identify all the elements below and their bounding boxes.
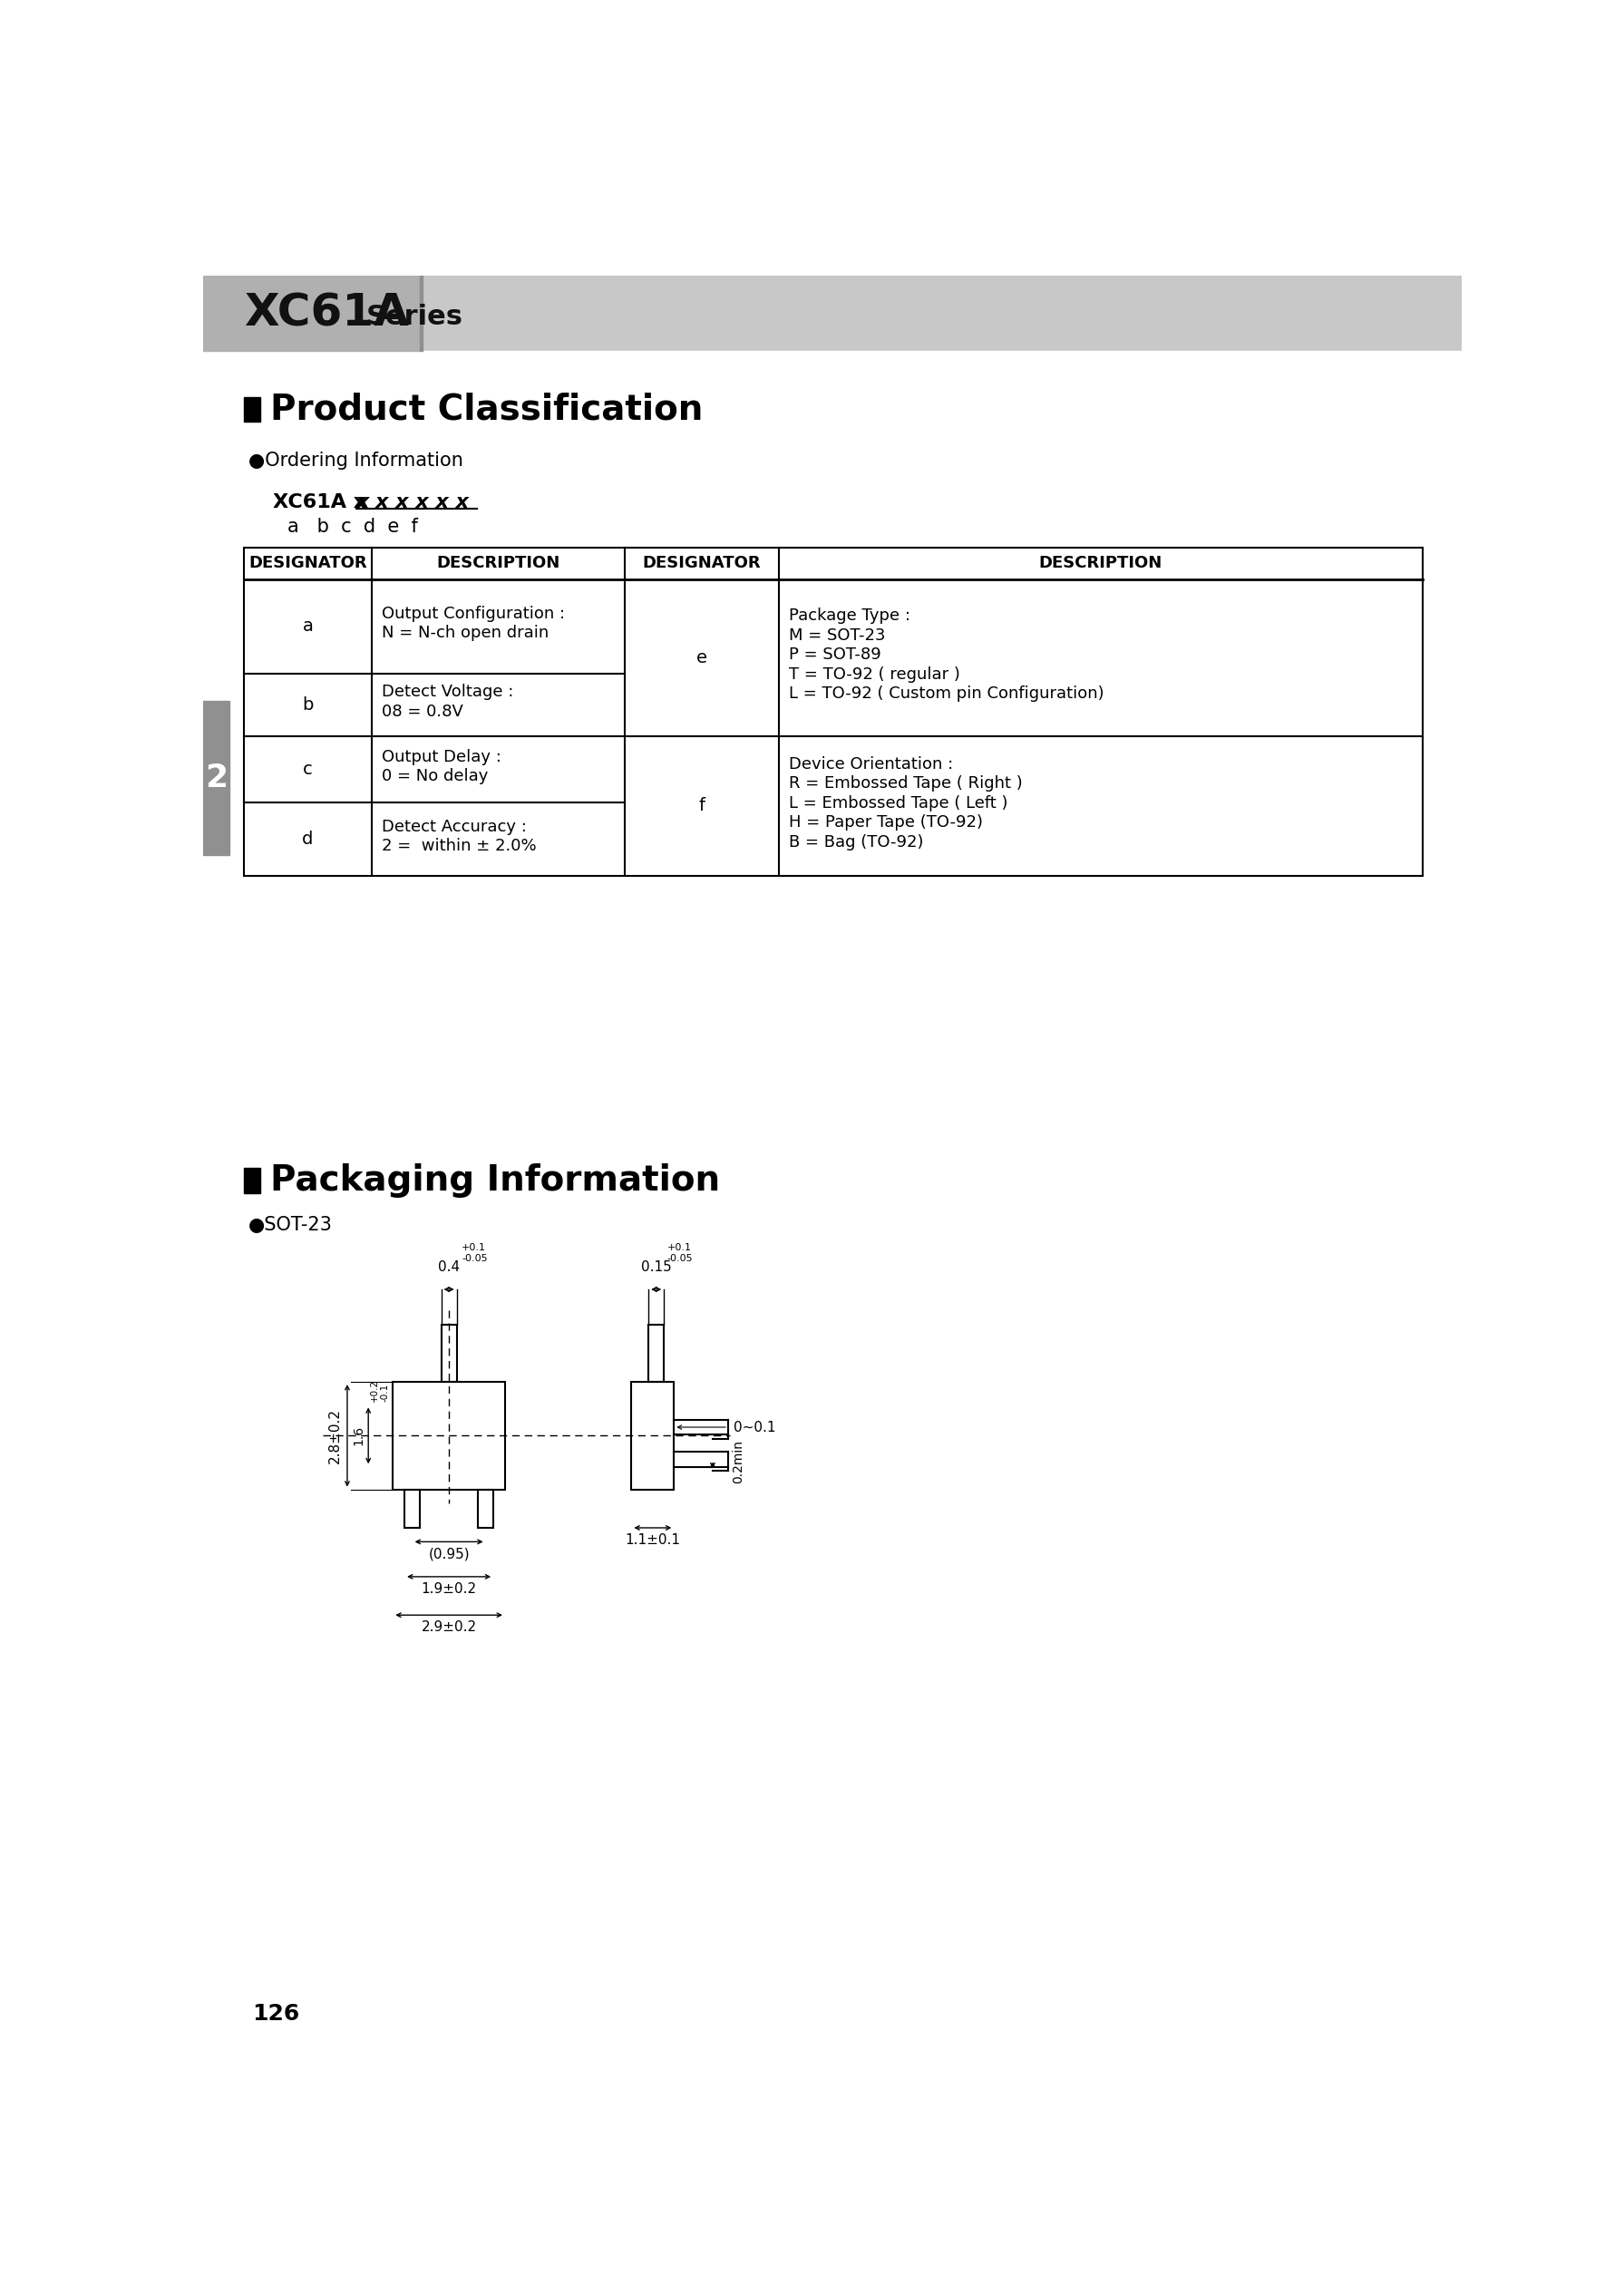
- Text: 08 = 0.8V: 08 = 0.8V: [382, 704, 463, 720]
- Text: XC61A: XC61A: [244, 291, 409, 335]
- Text: a: a: [302, 617, 313, 635]
- Text: Detect Voltage :: Detect Voltage :: [382, 684, 513, 700]
- Text: DESIGNATOR: DESIGNATOR: [643, 555, 762, 571]
- Text: N = N-ch open drain: N = N-ch open drain: [382, 624, 549, 642]
- Text: Product Classification: Product Classification: [270, 392, 703, 427]
- Bar: [393, 1381, 505, 1489]
- Text: Packaging Information: Packaging Information: [270, 1163, 719, 1197]
- Text: Output Delay :: Output Delay :: [382, 748, 502, 764]
- Text: 0 = No delay: 0 = No delay: [382, 768, 487, 785]
- Text: Detect Accuracy :: Detect Accuracy :: [382, 819, 526, 835]
- Text: 1.9±0.2: 1.9±0.2: [421, 1583, 477, 1597]
- Text: Package Type :: Package Type :: [789, 608, 911, 624]
- Bar: [442, 1324, 456, 1381]
- Text: Output Configuration :: Output Configuration :: [382, 606, 565, 622]
- Text: +0.1
-0.05: +0.1 -0.05: [461, 1243, 487, 1262]
- Text: x x x x x x: x x x x x x: [356, 493, 469, 512]
- Text: e: e: [697, 649, 708, 665]
- Text: 0.4: 0.4: [438, 1259, 460, 1273]
- Text: f: f: [698, 798, 705, 814]
- Bar: [419, 275, 422, 351]
- Bar: [203, 275, 1462, 351]
- Bar: [477, 1489, 494, 1528]
- Bar: [244, 548, 1423, 876]
- Text: (0.95): (0.95): [429, 1548, 469, 1560]
- Text: 2 =  within ± 2.0%: 2 = within ± 2.0%: [382, 837, 536, 853]
- Text: 1.1±0.1: 1.1±0.1: [625, 1532, 680, 1546]
- Bar: [203, 702, 229, 856]
- Text: B = Bag (TO-92): B = Bag (TO-92): [789, 835, 924, 851]
- Text: 126: 126: [252, 2003, 299, 2026]
- Text: 2: 2: [205, 762, 227, 794]
- Text: L = TO-92 ( Custom pin Configuration): L = TO-92 ( Custom pin Configuration): [789, 686, 1104, 702]
- Text: +0.1
-0.05: +0.1 -0.05: [667, 1243, 693, 1262]
- Text: +0.2
-0.1: +0.2 -0.1: [370, 1379, 390, 1402]
- Text: P = SOT-89: P = SOT-89: [789, 647, 882, 663]
- Text: DESCRIPTION: DESCRIPTION: [437, 555, 560, 571]
- Bar: [244, 548, 1423, 876]
- Text: c: c: [302, 762, 312, 778]
- Text: 0.15: 0.15: [641, 1259, 672, 1273]
- Bar: [404, 1489, 421, 1528]
- Text: 2.9±0.2: 2.9±0.2: [421, 1620, 477, 1633]
- Text: DESCRIPTION: DESCRIPTION: [1039, 555, 1163, 571]
- Text: Series: Series: [365, 305, 463, 330]
- Text: M = SOT-23: M = SOT-23: [789, 626, 885, 642]
- Bar: [632, 1381, 674, 1489]
- Text: d: d: [302, 830, 313, 849]
- Text: XC61A x: XC61A x: [273, 493, 374, 512]
- Bar: [244, 1168, 260, 1193]
- Text: R = Embossed Tape ( Right ): R = Embossed Tape ( Right ): [789, 775, 1023, 791]
- Bar: [203, 275, 421, 351]
- Text: L = Embossed Tape ( Left ): L = Embossed Tape ( Left ): [789, 796, 1009, 812]
- Text: ●Ordering Information: ●Ordering Information: [248, 452, 463, 470]
- Text: a   b  c  d  e  f: a b c d e f: [287, 518, 417, 537]
- Text: 0.2min: 0.2min: [732, 1441, 744, 1484]
- Text: H = Paper Tape (TO-92): H = Paper Tape (TO-92): [789, 814, 983, 830]
- Text: ●SOT-23: ●SOT-23: [248, 1216, 333, 1234]
- Text: T = TO-92 ( regular ): T = TO-92 ( regular ): [789, 665, 960, 681]
- Text: 0~0.1: 0~0.1: [734, 1420, 776, 1434]
- Bar: [244, 397, 260, 422]
- Text: 2.8±0.2: 2.8±0.2: [328, 1409, 341, 1464]
- Text: b: b: [302, 695, 313, 713]
- Text: Device Orientation :: Device Orientation :: [789, 755, 953, 773]
- Text: DESIGNATOR: DESIGNATOR: [248, 555, 367, 571]
- Text: 1.6: 1.6: [352, 1425, 365, 1445]
